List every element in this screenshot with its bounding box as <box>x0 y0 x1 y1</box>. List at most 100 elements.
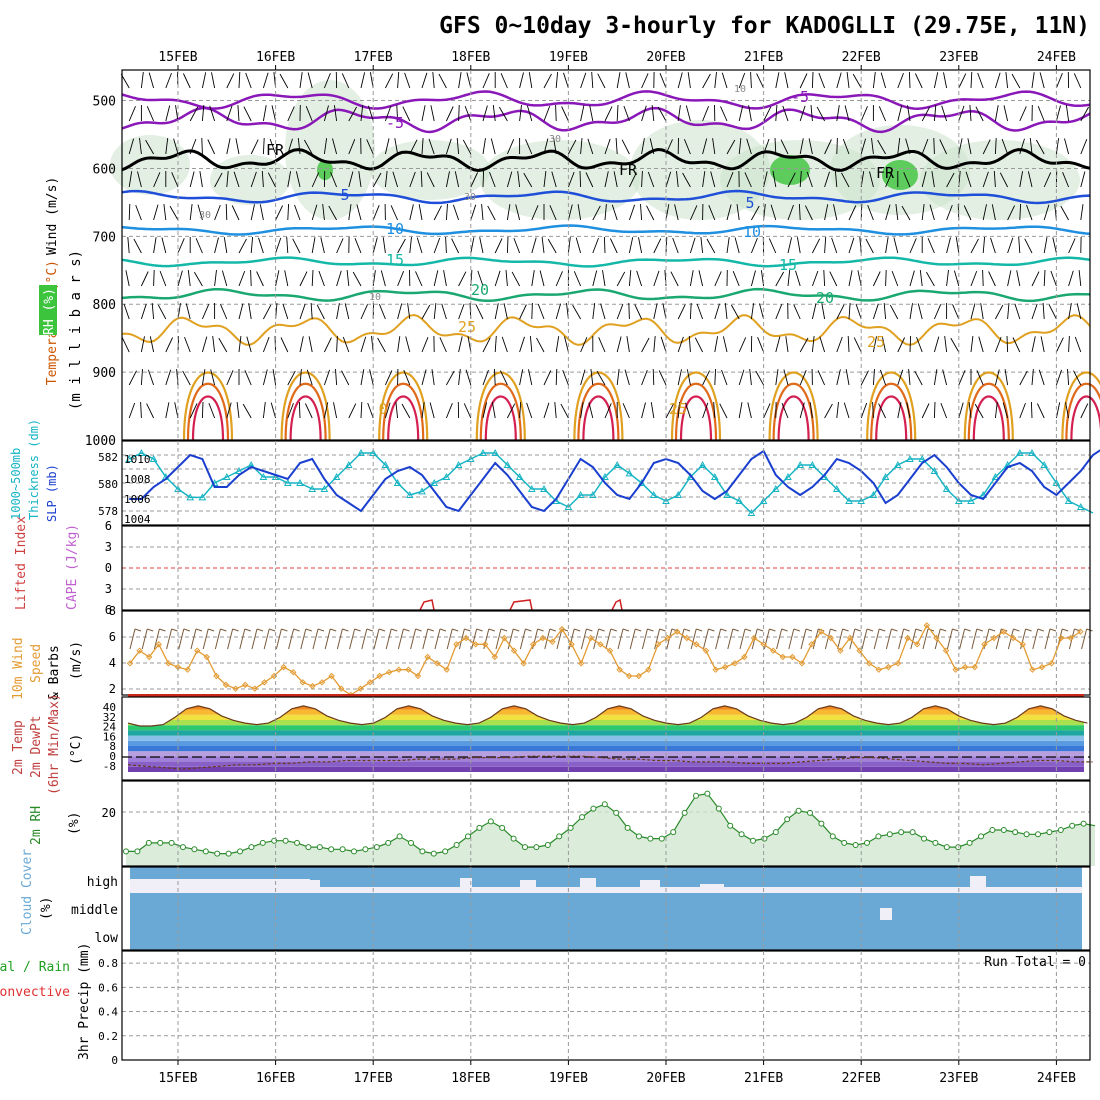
wind-speed-point <box>846 634 854 642</box>
wind-barb <box>201 401 204 419</box>
cloud-unit-label: (%) <box>39 897 54 920</box>
wind-barb <box>953 270 960 287</box>
wind-barb <box>554 402 557 419</box>
rh-point <box>145 839 152 846</box>
wind-barb-flag <box>720 628 727 632</box>
wind-barb <box>262 402 266 419</box>
wind-barb <box>690 628 697 650</box>
wind-barb <box>336 238 344 254</box>
wind-barb-flag <box>439 628 447 632</box>
wind-barb <box>525 139 533 155</box>
date-label-top: 22FEB <box>842 50 881 65</box>
thickness-point <box>759 496 768 504</box>
rh-point <box>168 839 175 846</box>
wind-barb <box>670 271 679 287</box>
wind-barb <box>465 369 472 386</box>
slp-tick: 1008 <box>124 473 151 486</box>
thickness-tick: 578 <box>98 505 118 518</box>
wind-barb-flag <box>208 628 215 632</box>
wind-barb <box>1029 138 1033 155</box>
wind-barb <box>262 72 269 89</box>
rh-point <box>373 844 380 851</box>
wind-barb <box>933 72 939 89</box>
wind-barb-flag <box>793 628 800 632</box>
wind-speed-point <box>664 634 671 642</box>
wind-speed-point <box>741 653 748 661</box>
wind-barb <box>177 238 185 254</box>
wind-barb <box>519 72 524 89</box>
date-label-top: 20FEB <box>646 50 685 65</box>
wind-barb <box>726 172 734 188</box>
wind-barb <box>482 402 488 419</box>
wind-barb <box>433 270 439 287</box>
wind-barb <box>696 303 704 320</box>
thickness-point <box>308 484 317 492</box>
wind-barb <box>1007 303 1010 320</box>
boundary-layer-isotherm <box>1070 395 1100 441</box>
wind-barb <box>371 336 374 353</box>
thickness-point <box>515 472 524 480</box>
wind-barb <box>366 139 374 155</box>
wind-barb <box>916 336 923 353</box>
wind-barb <box>724 303 728 320</box>
wind-barb <box>250 237 254 254</box>
wind-barb <box>787 204 794 221</box>
rh-point <box>761 835 768 842</box>
wind-barb <box>536 337 545 353</box>
date-label-top: 24FEB <box>1037 50 1076 65</box>
temperature-band <box>128 709 1084 715</box>
wind-barb <box>555 368 558 386</box>
wind-barb-flag <box>988 628 996 632</box>
wind-barb-flag <box>732 628 739 632</box>
wind-speed-point <box>222 681 230 689</box>
wind-barb <box>201 72 207 89</box>
wind-speed-point <box>597 641 604 648</box>
cape-axis-label: CAPE (J/kg) <box>65 524 80 610</box>
wind-barb <box>653 336 656 353</box>
wind-barb <box>970 270 978 287</box>
lifted-index-line <box>419 599 435 611</box>
wind-barb <box>384 73 394 89</box>
wind-barb <box>885 628 892 650</box>
wind-barb <box>501 336 508 353</box>
pressure-tick: 800 <box>93 298 116 313</box>
wind-barb <box>201 137 203 155</box>
wind-barb <box>244 370 252 386</box>
wind-barb <box>903 172 911 188</box>
rh-point <box>362 846 369 853</box>
rh-point <box>487 818 494 825</box>
wind-barb <box>897 138 901 155</box>
li-tick: 6 <box>105 519 112 533</box>
wind-barb <box>390 205 399 221</box>
wind-barb <box>543 73 552 89</box>
rh-shading-high <box>882 160 918 190</box>
wind-barb <box>405 336 411 353</box>
wind-barb <box>879 369 887 386</box>
wind-barb <box>946 270 949 287</box>
rh-point <box>157 839 164 846</box>
wind-barb-flag <box>134 628 142 632</box>
wind-barb <box>165 402 170 419</box>
wind-barb <box>312 628 319 650</box>
wind-barb <box>921 403 930 419</box>
wind-barb <box>287 106 295 122</box>
wind-speed-point <box>721 663 729 671</box>
wind-barb <box>458 271 467 287</box>
wind-barb <box>622 403 630 419</box>
wind-barb <box>421 72 428 89</box>
wind-barb <box>259 204 264 221</box>
wind-barb <box>261 170 264 188</box>
wind-barb <box>506 204 511 221</box>
wind-barb <box>702 628 709 650</box>
thickness-point <box>637 478 646 486</box>
wind-barb <box>491 402 496 419</box>
temperature-band <box>128 756 1084 762</box>
rh-point <box>556 833 563 840</box>
wind-barb <box>532 628 539 650</box>
wind-barb <box>151 303 155 320</box>
wind-barb-flag <box>391 628 398 632</box>
wind-barb <box>287 203 290 221</box>
wind-barb <box>432 72 435 89</box>
wind-barb <box>506 171 513 188</box>
wind-barb <box>720 106 728 122</box>
